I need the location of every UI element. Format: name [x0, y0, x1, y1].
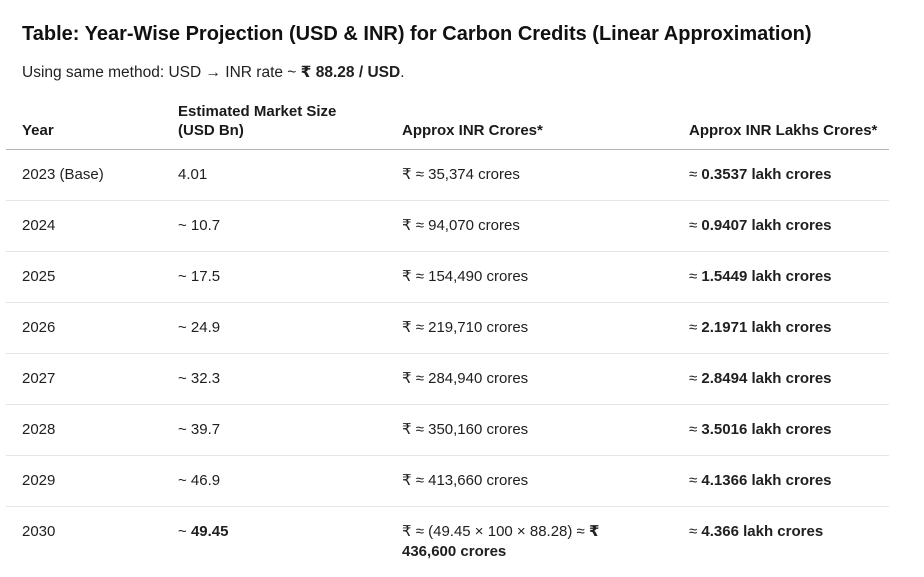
table-row: 2024 ~ 10.7 ₹ ≈ 94,070 crores ≈ 0.9407 l… [6, 201, 889, 252]
year-cell: 2030 [6, 507, 178, 577]
inr-crores-cell: ₹ ≈ 284,940 crores [402, 354, 689, 405]
lakh-approx-sign: ≈ [689, 319, 701, 336]
lakh-value-bold: 2.1971 lakh crores [701, 319, 831, 336]
table-row: 2025 ~ 17.5 ₹ ≈ 154,490 crores ≈ 1.5449 … [6, 252, 889, 303]
lakh-crores-cell: ≈ 3.5016 lakh crores [689, 405, 889, 456]
inr-crores-cell: ₹ ≈ 35,374 crores [402, 150, 689, 201]
subtitle: Using same method: USD → INR rate ~ ₹ 88… [22, 63, 902, 83]
table-row: 2028 ~ 39.7 ₹ ≈ 350,160 crores ≈ 3.5016 … [6, 405, 889, 456]
lakh-crores-cell: ≈ 2.1971 lakh crores [689, 303, 889, 354]
inr-value: ₹ ≈ (49.45 × 100 × 88.28) ≈ [402, 523, 589, 540]
lakh-value-bold: 3.5016 lakh crores [701, 421, 831, 438]
subtitle-rate-value: ₹ 88.28 / USD [301, 64, 401, 81]
lakh-approx-sign: ≈ [689, 268, 701, 285]
usd-value: 4.01 [178, 166, 207, 183]
column-header-market-size: Estimated Market Size (USD Bn) [178, 102, 402, 150]
year-cell: 2029 [6, 456, 178, 507]
table-row: 2030 ~ 49.45 ₹ ≈ (49.45 × 100 × 88.28) ≈… [6, 507, 889, 577]
table-row: 2026 ~ 24.9 ₹ ≈ 219,710 crores ≈ 2.1971 … [6, 303, 889, 354]
lakh-value-bold: 0.9407 lakh crores [701, 217, 831, 234]
year-value: 2023 (Base) [22, 166, 104, 183]
usd-cell: ~ 32.3 [178, 354, 402, 405]
inr-value: ₹ ≈ 35,374 crores [402, 166, 520, 183]
usd-value-bold: 49.45 [191, 523, 229, 540]
lakh-value-bold: 2.8494 lakh crores [701, 370, 831, 387]
lakh-crores-cell: ≈ 4.366 lakh crores [689, 507, 889, 577]
subtitle-period: . [400, 64, 404, 81]
inr-value: ₹ ≈ 154,490 crores [402, 268, 528, 285]
lakh-approx-sign: ≈ [689, 217, 701, 234]
usd-value: ~ 24.9 [178, 319, 220, 336]
lakh-approx-sign: ≈ [689, 472, 701, 489]
usd-cell: ~ 10.7 [178, 201, 402, 252]
year-value: 2029 [22, 472, 55, 489]
usd-cell: ~ 49.45 [178, 507, 402, 577]
projection-table: Year Estimated Market Size (USD Bn) Appr… [6, 102, 889, 577]
column-header-inr-crores: Approx INR Crores* [402, 102, 689, 150]
usd-value: ~ [178, 523, 191, 540]
lakh-approx-sign: ≈ [689, 421, 701, 438]
lakh-value-bold: 0.3537 lakh crores [701, 166, 831, 183]
inr-crores-cell: ₹ ≈ 94,070 crores [402, 201, 689, 252]
inr-value: ₹ ≈ 284,940 crores [402, 370, 528, 387]
lakh-crores-cell: ≈ 2.8494 lakh crores [689, 354, 889, 405]
year-cell: 2024 [6, 201, 178, 252]
table-row: 2029 ~ 46.9 ₹ ≈ 413,660 crores ≈ 4.1366 … [6, 456, 889, 507]
column-header-inr-lakh-crores: Approx INR Lakhs Crores* [689, 102, 889, 150]
inr-value: ₹ ≈ 350,160 crores [402, 421, 528, 438]
lakh-value-bold: 4.366 lakh crores [701, 523, 823, 540]
table-row: 2027 ~ 32.3 ₹ ≈ 284,940 crores ≈ 2.8494 … [6, 354, 889, 405]
header-row: Year Estimated Market Size (USD Bn) Appr… [6, 102, 889, 150]
year-cell: 2028 [6, 405, 178, 456]
lakh-crores-cell: ≈ 0.9407 lakh crores [689, 201, 889, 252]
year-value: 2025 [22, 268, 55, 285]
usd-cell: ~ 39.7 [178, 405, 402, 456]
usd-value: ~ 32.3 [178, 370, 220, 387]
year-value: 2024 [22, 217, 55, 234]
page-title: Table: Year-Wise Projection (USD & INR) … [22, 20, 902, 48]
inr-crores-cell: ₹ ≈ 154,490 crores [402, 252, 689, 303]
lakh-approx-sign: ≈ [689, 523, 701, 540]
inr-crores-cell: ₹ ≈ (49.45 × 100 × 88.28) ≈ ₹ 436,600 cr… [402, 507, 689, 577]
year-value: 2026 [22, 319, 55, 336]
usd-value: ~ 17.5 [178, 268, 220, 285]
usd-cell: ~ 46.9 [178, 456, 402, 507]
lakh-approx-sign: ≈ [689, 166, 701, 183]
usd-value: ~ 10.7 [178, 217, 220, 234]
usd-value: ~ 39.7 [178, 421, 220, 438]
table-header: Year Estimated Market Size (USD Bn) Appr… [6, 102, 889, 150]
year-value: 2030 [22, 523, 55, 540]
lakh-crores-cell: ≈ 4.1366 lakh crores [689, 456, 889, 507]
table-row: 2023 (Base) 4.01 ₹ ≈ 35,374 crores ≈ 0.3… [6, 150, 889, 201]
lakh-crores-cell: ≈ 1.5449 lakh crores [689, 252, 889, 303]
inr-crores-cell: ₹ ≈ 413,660 crores [402, 456, 689, 507]
year-cell: 2027 [6, 354, 178, 405]
usd-value: ~ 46.9 [178, 472, 220, 489]
usd-cell: ~ 17.5 [178, 252, 402, 303]
inr-value: ₹ ≈ 94,070 crores [402, 217, 520, 234]
subtitle-text: Using same method: USD → INR rate ~ [22, 64, 301, 81]
table-body: 2023 (Base) 4.01 ₹ ≈ 35,374 crores ≈ 0.3… [6, 150, 889, 577]
lakh-approx-sign: ≈ [689, 370, 701, 387]
lakh-value-bold: 4.1366 lakh crores [701, 472, 831, 489]
year-cell: 2026 [6, 303, 178, 354]
lakh-value-bold: 1.5449 lakh crores [701, 268, 831, 285]
usd-cell: ~ 24.9 [178, 303, 402, 354]
inr-value: ₹ ≈ 219,710 crores [402, 319, 528, 336]
column-header-year: Year [6, 102, 178, 150]
year-cell: 2023 (Base) [6, 150, 178, 201]
inr-crores-cell: ₹ ≈ 350,160 crores [402, 405, 689, 456]
year-cell: 2025 [6, 252, 178, 303]
year-value: 2027 [22, 370, 55, 387]
inr-crores-cell: ₹ ≈ 219,710 crores [402, 303, 689, 354]
lakh-crores-cell: ≈ 0.3537 lakh crores [689, 150, 889, 201]
inr-value: ₹ ≈ 413,660 crores [402, 472, 528, 489]
year-value: 2028 [22, 421, 55, 438]
usd-cell: 4.01 [178, 150, 402, 201]
